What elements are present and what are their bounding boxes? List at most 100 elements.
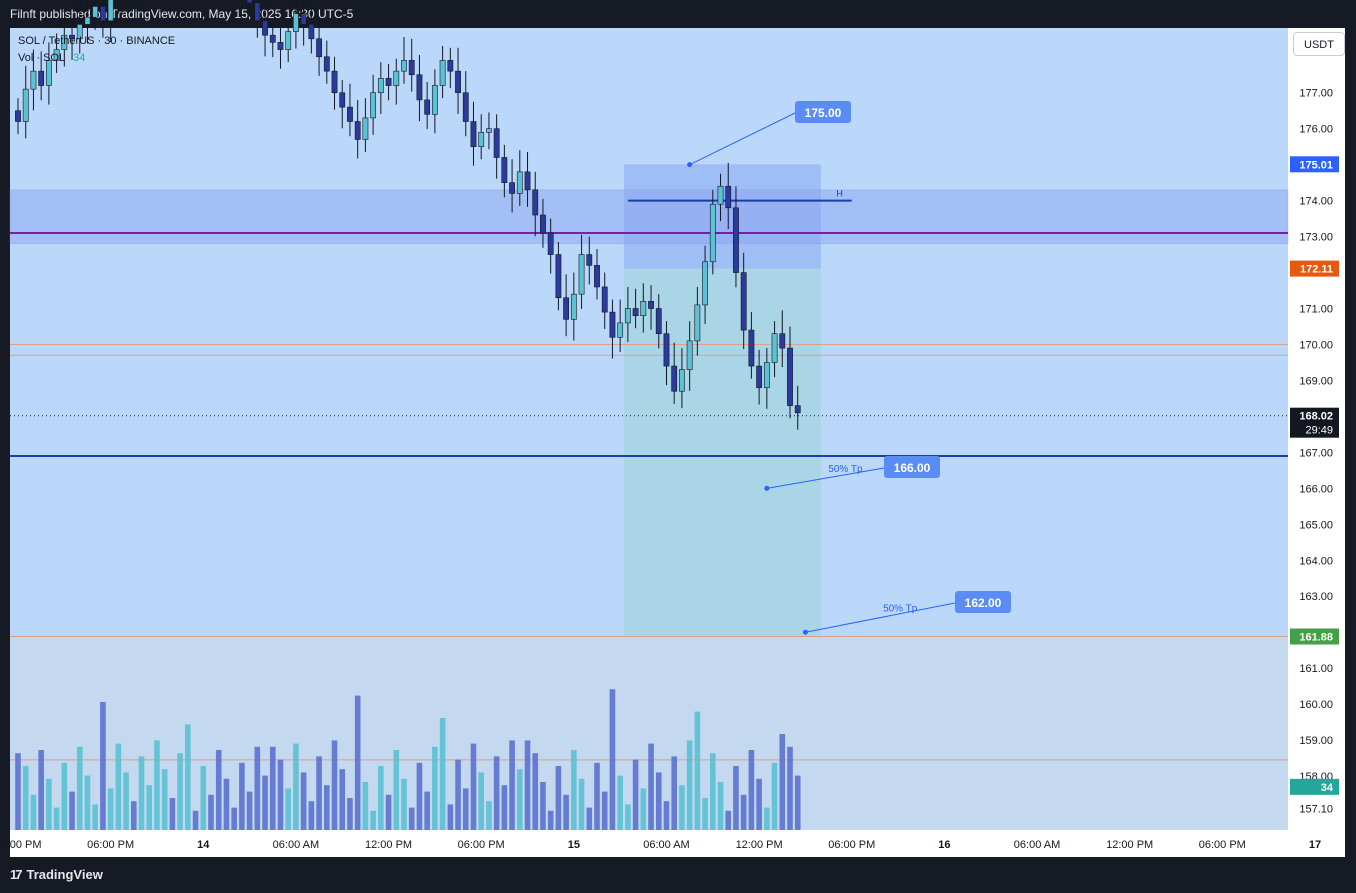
volume-bar <box>625 804 631 830</box>
volume-bar <box>563 794 569 830</box>
high-marker-label: H <box>836 189 843 199</box>
candle-body <box>547 232 554 255</box>
volume-bar <box>69 791 75 830</box>
volume-bar <box>601 791 608 830</box>
volume-bar <box>293 743 299 830</box>
candle-body <box>416 74 423 101</box>
target-label-1 <box>884 456 940 478</box>
y-tick-label: 157.10 <box>1299 803 1333 815</box>
volume-bar <box>378 766 384 830</box>
candle-body <box>686 340 693 370</box>
volume-bar <box>177 753 183 830</box>
y-tick-label: 170.00 <box>1299 339 1333 351</box>
price-tag <box>1290 260 1339 277</box>
candle-body <box>555 254 562 299</box>
candle-body <box>84 16 91 25</box>
candle-body <box>354 121 361 140</box>
target-note-1: 50% Tp <box>828 464 863 475</box>
volume-bar <box>686 740 693 830</box>
volume-bar <box>61 762 68 830</box>
volume-bar <box>455 759 461 830</box>
target-value-1: 166.00 <box>894 461 931 475</box>
y-tick-label: 161.00 <box>1299 663 1333 675</box>
target-connector-2 <box>805 602 956 633</box>
candle-body <box>408 60 415 76</box>
volume-bar <box>478 772 484 830</box>
volume-bar <box>30 794 37 830</box>
price-tag <box>1290 407 1339 438</box>
candle-body <box>447 60 454 72</box>
volume-bar <box>509 740 515 830</box>
candle-body <box>393 70 400 86</box>
target-connector-1 <box>766 467 885 489</box>
candle-body <box>578 254 585 295</box>
y-tick-label: 166.00 <box>1299 483 1333 495</box>
y-tick-label: 165.00 <box>1299 519 1333 531</box>
candle-body <box>401 60 407 72</box>
candle-body <box>624 308 631 324</box>
x-tick-label: 06:00 AM <box>273 839 319 851</box>
x-tick-label: 12:00 PM <box>365 839 412 851</box>
candle-body <box>308 24 315 40</box>
volume-bar <box>725 810 732 830</box>
volume-bar <box>393 750 400 830</box>
brand-name: TradingView <box>26 867 103 882</box>
candle-body <box>609 311 616 338</box>
volume-bar <box>702 798 708 830</box>
volume-bar <box>524 740 531 830</box>
volume-bar <box>223 778 230 830</box>
candle-body <box>293 13 299 32</box>
volume-legend[interactable]: Vol · SOL 34 <box>18 52 85 64</box>
candle-body <box>733 207 739 273</box>
volume-bar <box>15 753 21 830</box>
candle-body <box>15 110 21 122</box>
candle-body <box>53 49 60 61</box>
price-tag-value: 168.02 <box>1299 411 1333 423</box>
x-tick-label: 06:00 AM <box>643 839 689 851</box>
target-anchor-0 <box>687 162 693 168</box>
price-tag-countdown: 29:49 <box>1305 425 1333 437</box>
candle-body <box>478 131 485 147</box>
volume-bar <box>277 759 284 830</box>
volume-bar <box>578 778 585 830</box>
candle-body <box>45 60 52 86</box>
volume-bar <box>285 788 291 830</box>
candle-body <box>92 6 99 18</box>
price-tag-value: 34 <box>1321 782 1334 794</box>
tradingview-logo[interactable]: 17 TradingView <box>10 867 103 882</box>
volume-bar <box>115 743 122 830</box>
candle-body <box>439 60 446 86</box>
currency-button[interactable]: USDT <box>1293 32 1345 56</box>
tradingview-logo-icon: 17 <box>10 867 23 882</box>
candle-body <box>655 308 662 334</box>
candle-body <box>524 171 531 191</box>
candle-body <box>717 185 724 205</box>
volume-bar <box>46 778 52 830</box>
volume-bar <box>787 746 793 830</box>
volume-bar <box>756 778 762 830</box>
candle-body <box>663 333 670 367</box>
candle-body <box>493 128 500 158</box>
volume-bar <box>648 743 654 830</box>
volume-bar <box>324 785 330 830</box>
candle-body <box>22 88 29 122</box>
y-tick-label: 176.00 <box>1299 124 1333 136</box>
candle-body <box>509 182 515 194</box>
volume-legend-label: Vol · SOL <box>18 52 66 64</box>
volume-bar <box>84 775 91 830</box>
resistance-band <box>9 189 1289 245</box>
x-tick-label: 12:00 PM <box>736 839 783 851</box>
volume-bar <box>764 807 770 830</box>
candle-body <box>540 214 546 234</box>
target-label-0 <box>795 101 851 123</box>
candle-body <box>100 6 106 22</box>
candle-body <box>694 304 701 342</box>
candle-body <box>586 254 593 266</box>
y-tick-label: 163.00 <box>1299 591 1333 603</box>
symbol-legend[interactable]: SOL / TetherUS · 30 · BINANCE <box>18 35 176 47</box>
volume-bar <box>269 746 276 830</box>
candle-body <box>748 329 755 367</box>
candle-body <box>756 365 763 388</box>
